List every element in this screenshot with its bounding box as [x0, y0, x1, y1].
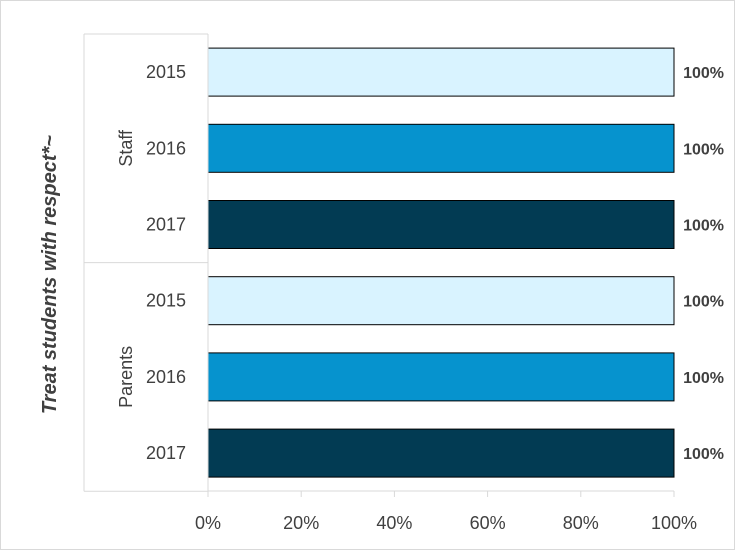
bar — [207, 123, 675, 173]
bar — [207, 276, 675, 326]
x-tick-label: 0% — [195, 513, 221, 533]
x-tick-label: 100% — [651, 513, 697, 533]
category-label: 2015 — [146, 62, 186, 82]
data-label: 100% — [683, 446, 724, 463]
bar — [207, 200, 675, 249]
group-label: Parents — [116, 346, 136, 408]
category-label: 2016 — [146, 367, 186, 387]
data-label: 100% — [683, 294, 724, 311]
data-label: 100% — [683, 65, 724, 82]
bar — [207, 428, 675, 478]
group-label: Staff — [116, 129, 136, 167]
data-label: 100% — [683, 141, 724, 158]
y-axis-title: Treat students with respect*~ — [39, 135, 61, 414]
category-label: 2016 — [146, 138, 186, 158]
category-label: 2015 — [146, 291, 186, 311]
data-label: 100% — [683, 218, 724, 235]
plot-area: 2015 100% 2016 100% 2017 100% Staff 2015 100% 201… — [39, 33, 724, 533]
x-tick-label: 80% — [563, 513, 599, 533]
bar — [207, 352, 675, 402]
x-tick-label: 40% — [376, 513, 412, 533]
x-tick-label: 20% — [283, 513, 319, 533]
x-tick-label: 60% — [470, 513, 506, 533]
category-label: 2017 — [146, 215, 186, 235]
bar — [207, 47, 675, 97]
data-label: 100% — [683, 370, 724, 387]
category-label: 2017 — [146, 443, 186, 463]
